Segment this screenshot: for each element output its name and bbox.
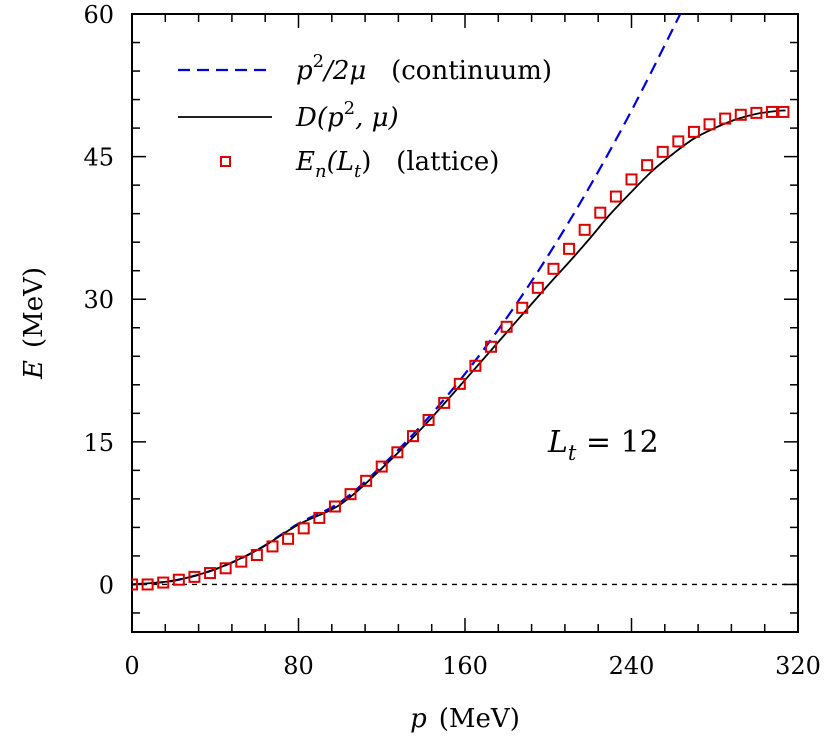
lattice-point (531, 281, 544, 294)
lattice-point (157, 576, 170, 589)
lattice-point (777, 105, 790, 118)
lattice-point (516, 301, 529, 314)
lattice-point (297, 522, 310, 535)
lattice-point (250, 548, 263, 561)
x-tick-label: 160 (442, 652, 488, 680)
x-tick-label: 320 (775, 652, 821, 680)
lattice-point (765, 105, 778, 118)
tick-labels: 0 80 160 240 320 0 15 30 45 60 (83, 1, 820, 680)
lattice-point (641, 159, 654, 172)
dispersion-series-line (132, 109, 786, 586)
legend-lattice-marker (220, 156, 231, 167)
lattice-point (734, 108, 747, 121)
lattice-point (360, 474, 373, 487)
lattice-point (563, 242, 576, 255)
lattice-point (344, 488, 357, 501)
lattice-point (188, 570, 201, 583)
lattice-point (391, 446, 404, 459)
lattice-point (703, 118, 716, 131)
lattice-point (578, 223, 591, 236)
lattice-point (172, 573, 185, 586)
lattice-size-annotation: Lt = 12 (547, 425, 659, 465)
lattice-point (235, 555, 248, 568)
lattice-point (313, 511, 326, 524)
x-tick-label: 80 (283, 652, 314, 680)
lattice-point (500, 320, 513, 333)
lattice-point (375, 460, 388, 473)
legend-dispersion-label: D(p2, μ) (295, 98, 399, 133)
lattice-point (625, 173, 638, 186)
lattice-point (406, 430, 419, 443)
x-tick-label: 240 (609, 652, 655, 680)
lattice-point (750, 106, 763, 119)
lattice-point (672, 135, 685, 148)
lattice-point (141, 578, 154, 591)
lattice-point (719, 112, 732, 125)
y-tick-label: 30 (83, 286, 114, 314)
y-tick-label: 15 (83, 429, 114, 457)
x-tick-label: 0 (124, 652, 139, 680)
continuum-series-line (132, 14, 682, 586)
lattice-point (219, 562, 232, 575)
lattice-point (266, 540, 279, 553)
y-tick-label: 45 (83, 144, 114, 172)
ticks (131, 13, 799, 632)
lattice-point (687, 125, 700, 138)
lattice-point (422, 413, 435, 426)
y-axis-title: E(MeV) (19, 267, 49, 380)
lattice-series-markers (132, 105, 790, 591)
lattice-point (132, 578, 138, 591)
lattice-point (594, 206, 607, 219)
lattice-point (656, 145, 669, 158)
lattice-point (453, 377, 466, 390)
lattice-point (469, 359, 482, 372)
lattice-point (609, 190, 622, 203)
lattice-point (282, 532, 295, 545)
y-tick-label: 60 (83, 1, 114, 29)
lattice-point (204, 567, 217, 580)
y-tick-label: 0 (99, 571, 114, 599)
lattice-point (547, 262, 560, 275)
lattice-point (485, 340, 498, 353)
plot-frame (131, 13, 799, 633)
legend-lattice-label: En(Lt) (lattice) (295, 147, 499, 182)
lattice-point (438, 396, 451, 409)
lattice-point (328, 500, 341, 513)
legend-continuum-label: p2/2μ (continuum) (296, 51, 552, 86)
legend: p2/2μ (continuum) D(p2, μ) En(Lt) (latti… (178, 51, 552, 182)
x-axis-title: p (MeV) (410, 704, 520, 734)
